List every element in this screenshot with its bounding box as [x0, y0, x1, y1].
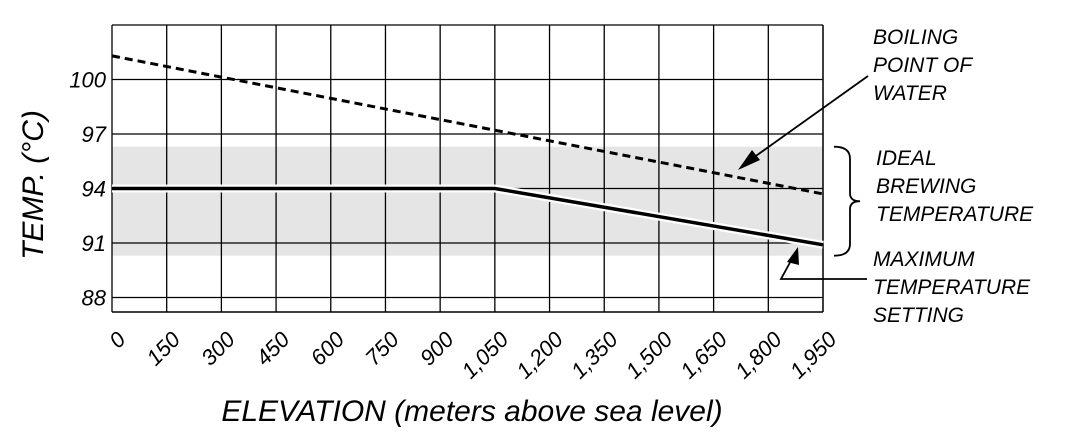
x-tick-label: 150	[141, 326, 185, 370]
x-tick-label: 1,650	[675, 326, 732, 383]
boiling-point-label: BOILING POINT OF WATER	[873, 26, 973, 105]
y-tick-label: 100	[69, 67, 106, 92]
x-axis-label: ELEVATION (meters above sea level)	[221, 395, 722, 428]
y-axis-label: TEMP. (°C)	[17, 110, 50, 260]
y-tick-label: 91	[82, 231, 106, 256]
boiling-point-line	[111, 54, 824, 196]
boiling-point-label-line: POINT OF	[873, 54, 973, 77]
boiling-point-label-line: WATER	[873, 82, 947, 105]
boiling-point-label-line: BOILING	[873, 26, 958, 49]
x-tick-label: 450	[251, 326, 295, 370]
x-tick-label: 1,050	[457, 326, 514, 383]
boiling-arrowhead	[738, 150, 760, 170]
ideal-brewing-label-line: BREWING	[876, 175, 976, 198]
max-temp-label-line: SETTING	[873, 304, 964, 327]
x-tick-label: 1,200	[511, 326, 568, 383]
max-temp-label-line: TEMPERATURE	[873, 276, 1031, 299]
x-tick-label: 1,950	[785, 326, 842, 383]
annotations: BOILING POINT OF WATER IDEAL BREWING TEMPERAT…	[738, 26, 1034, 327]
ideal-brewing-label-line: IDEAL	[876, 147, 937, 170]
x-tick-label: 0	[104, 326, 131, 353]
x-tick-label: 750	[360, 326, 404, 370]
max-arrowhead	[787, 247, 799, 265]
x-tick-label: 600	[306, 326, 350, 370]
y-tick-label: 94	[82, 176, 106, 201]
y-tick-label: 88	[82, 285, 107, 310]
series-layer	[111, 54, 824, 249]
ideal-band-bracket	[833, 145, 861, 257]
x-tick-label: 1,350	[566, 326, 623, 383]
x-tick-label: 1,500	[621, 326, 678, 383]
ideal-brewing-band	[112, 146, 823, 256]
ideal-brewing-label-line: TEMPERATURE	[876, 203, 1034, 226]
ideal-brewing-label: IDEAL BREWING TEMPERATURE	[876, 147, 1034, 226]
max-temp-label: MAXIMUM TEMPERATURE SETTING	[873, 248, 1031, 327]
boiling-arrow-line	[745, 75, 869, 164]
x-tick-label: 900	[415, 326, 459, 370]
x-tick-label: 1,800	[730, 326, 787, 383]
max-temp-line	[112, 186, 824, 247]
max-arrow-line	[779, 256, 867, 280]
max-temp-label-line: MAXIMUM	[873, 248, 975, 271]
x-tick-label: 300	[196, 326, 240, 370]
y-tick-label: 97	[82, 122, 107, 147]
